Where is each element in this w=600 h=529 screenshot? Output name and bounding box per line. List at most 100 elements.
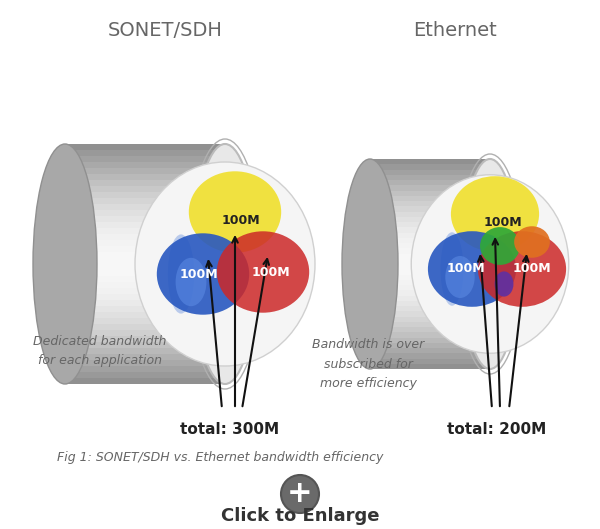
Text: Bandwidth is over
subscribed for
more efficiency: Bandwidth is over subscribed for more ef… bbox=[312, 339, 424, 389]
Polygon shape bbox=[370, 206, 490, 212]
Polygon shape bbox=[370, 332, 490, 338]
Polygon shape bbox=[370, 164, 490, 169]
Polygon shape bbox=[370, 338, 490, 343]
Polygon shape bbox=[370, 301, 490, 306]
Ellipse shape bbox=[281, 475, 319, 513]
Ellipse shape bbox=[440, 232, 464, 306]
Polygon shape bbox=[370, 343, 490, 348]
Polygon shape bbox=[65, 216, 225, 222]
Text: Click to Enlarge: Click to Enlarge bbox=[221, 507, 379, 525]
Polygon shape bbox=[65, 246, 225, 252]
Polygon shape bbox=[65, 288, 225, 294]
Text: 100M: 100M bbox=[221, 214, 260, 226]
Polygon shape bbox=[65, 318, 225, 324]
Polygon shape bbox=[65, 144, 225, 150]
Polygon shape bbox=[65, 150, 225, 156]
Polygon shape bbox=[370, 222, 490, 227]
Polygon shape bbox=[65, 330, 225, 336]
Polygon shape bbox=[370, 238, 490, 243]
Ellipse shape bbox=[514, 226, 550, 258]
Polygon shape bbox=[370, 275, 490, 280]
Ellipse shape bbox=[411, 175, 569, 353]
Polygon shape bbox=[370, 212, 490, 217]
Text: total: 300M: total: 300M bbox=[181, 422, 280, 436]
Polygon shape bbox=[65, 234, 225, 240]
Polygon shape bbox=[370, 217, 490, 222]
Ellipse shape bbox=[189, 171, 281, 253]
Polygon shape bbox=[65, 186, 225, 192]
Polygon shape bbox=[370, 296, 490, 301]
Polygon shape bbox=[65, 156, 225, 162]
Polygon shape bbox=[370, 259, 490, 264]
Polygon shape bbox=[65, 372, 225, 378]
Polygon shape bbox=[65, 294, 225, 300]
Ellipse shape bbox=[135, 162, 315, 366]
Polygon shape bbox=[370, 243, 490, 248]
Text: Fig 1: SONET/SDH vs. Ethernet bandwidth efficiency: Fig 1: SONET/SDH vs. Ethernet bandwidth … bbox=[57, 451, 383, 463]
Polygon shape bbox=[65, 180, 225, 186]
Polygon shape bbox=[370, 316, 490, 322]
Ellipse shape bbox=[478, 231, 566, 307]
Polygon shape bbox=[370, 348, 490, 353]
Polygon shape bbox=[370, 180, 490, 185]
Text: 100M: 100M bbox=[446, 262, 485, 276]
Ellipse shape bbox=[193, 144, 257, 384]
Polygon shape bbox=[65, 276, 225, 282]
Polygon shape bbox=[65, 264, 225, 270]
Ellipse shape bbox=[480, 227, 520, 265]
Polygon shape bbox=[65, 210, 225, 216]
Text: total: 200M: total: 200M bbox=[448, 422, 547, 436]
Polygon shape bbox=[65, 222, 225, 228]
Polygon shape bbox=[65, 198, 225, 204]
Polygon shape bbox=[65, 258, 225, 264]
Polygon shape bbox=[65, 228, 225, 234]
Polygon shape bbox=[370, 327, 490, 332]
Polygon shape bbox=[370, 359, 490, 364]
Polygon shape bbox=[370, 248, 490, 253]
Polygon shape bbox=[370, 290, 490, 296]
Polygon shape bbox=[370, 322, 490, 327]
Polygon shape bbox=[65, 348, 225, 354]
Text: Ethernet: Ethernet bbox=[413, 22, 497, 41]
Text: 100M: 100M bbox=[179, 268, 218, 280]
Polygon shape bbox=[370, 280, 490, 285]
Ellipse shape bbox=[451, 176, 539, 252]
Polygon shape bbox=[370, 364, 490, 369]
Polygon shape bbox=[370, 233, 490, 238]
Text: 100M: 100M bbox=[251, 266, 290, 278]
Polygon shape bbox=[370, 201, 490, 206]
Ellipse shape bbox=[445, 256, 475, 298]
Polygon shape bbox=[370, 185, 490, 190]
Polygon shape bbox=[65, 300, 225, 306]
Polygon shape bbox=[65, 324, 225, 330]
Ellipse shape bbox=[494, 271, 514, 297]
Polygon shape bbox=[370, 311, 490, 316]
Polygon shape bbox=[370, 285, 490, 290]
Polygon shape bbox=[65, 378, 225, 384]
Polygon shape bbox=[370, 175, 490, 180]
Text: +: + bbox=[287, 479, 313, 508]
Polygon shape bbox=[65, 282, 225, 288]
Polygon shape bbox=[65, 366, 225, 372]
Polygon shape bbox=[65, 240, 225, 246]
Ellipse shape bbox=[462, 159, 518, 369]
Text: Dedicated bandwidth
for each application: Dedicated bandwidth for each application bbox=[34, 335, 167, 367]
Polygon shape bbox=[370, 264, 490, 269]
Ellipse shape bbox=[428, 231, 516, 307]
Ellipse shape bbox=[33, 144, 97, 384]
Text: 100M: 100M bbox=[484, 215, 523, 229]
Polygon shape bbox=[65, 312, 225, 318]
Polygon shape bbox=[65, 336, 225, 342]
Polygon shape bbox=[65, 252, 225, 258]
Polygon shape bbox=[370, 353, 490, 359]
Polygon shape bbox=[370, 269, 490, 275]
Polygon shape bbox=[65, 342, 225, 348]
Ellipse shape bbox=[168, 234, 194, 314]
Text: 100M: 100M bbox=[512, 262, 551, 276]
Polygon shape bbox=[370, 190, 490, 196]
Polygon shape bbox=[65, 270, 225, 276]
Ellipse shape bbox=[342, 159, 398, 369]
Polygon shape bbox=[370, 196, 490, 201]
Polygon shape bbox=[65, 204, 225, 210]
Polygon shape bbox=[65, 306, 225, 312]
